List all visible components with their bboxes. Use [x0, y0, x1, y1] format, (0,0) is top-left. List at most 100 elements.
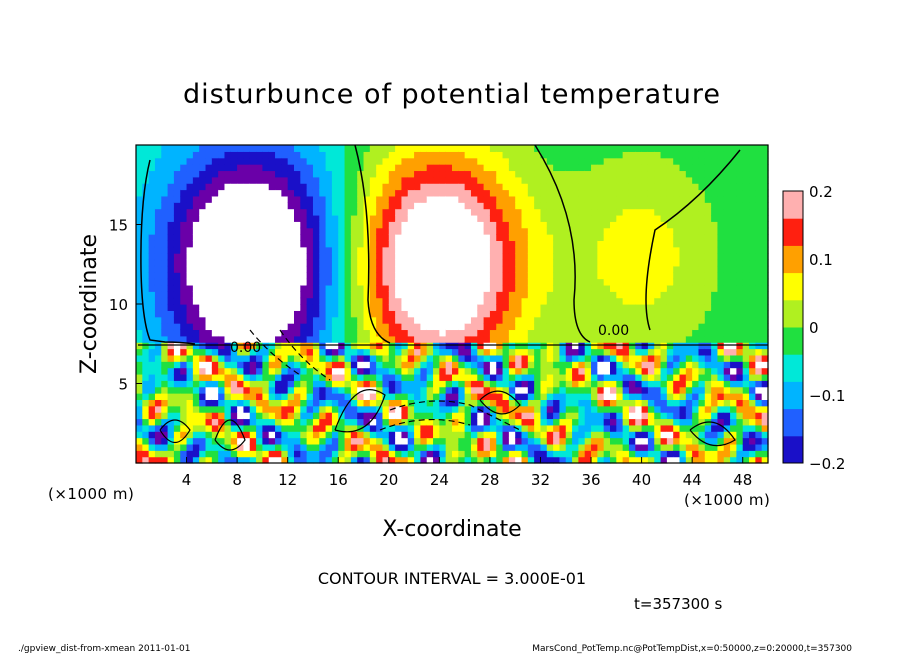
heatmap-cell — [628, 234, 636, 241]
heatmap-cell — [496, 367, 504, 375]
heatmap-cell — [559, 157, 567, 165]
heatmap-cell — [591, 310, 598, 318]
heatmap-cell — [584, 450, 592, 458]
heatmap-cell — [268, 183, 276, 191]
heatmap-cell — [742, 284, 750, 292]
heatmap-cell — [142, 386, 150, 394]
heatmap-cell — [610, 386, 617, 394]
heatmap-cell — [420, 450, 428, 458]
heatmap-cell — [559, 278, 567, 286]
heatmap-cell — [761, 214, 769, 222]
heatmap-cell — [154, 386, 162, 394]
heatmap-cell — [161, 342, 169, 350]
heatmap-cell — [572, 348, 579, 356]
heatmap-cell — [338, 214, 346, 222]
heatmap-cell — [742, 265, 750, 273]
heatmap-cell — [477, 221, 485, 229]
heatmap-cell — [173, 234, 181, 241]
heatmap-cell — [369, 170, 377, 178]
heatmap-cell — [211, 221, 219, 229]
heatmap-cell — [294, 380, 301, 388]
heatmap-cell — [477, 234, 485, 241]
heatmap-cell — [685, 253, 693, 261]
heatmap-cell — [477, 227, 485, 235]
heatmap-cell — [154, 405, 162, 413]
heatmap-cell — [382, 291, 390, 299]
heatmap-cell — [452, 354, 459, 362]
heatmap-cell — [527, 412, 535, 420]
heatmap-cell — [376, 145, 384, 152]
heatmap-cell — [256, 437, 263, 445]
heatmap-cell — [477, 456, 485, 464]
heatmap-cell — [723, 272, 731, 280]
heatmap-cell — [489, 183, 497, 191]
heatmap-cell — [717, 342, 725, 350]
heatmap-cell — [717, 380, 725, 388]
heatmap-cell — [578, 329, 586, 337]
heatmap-cell — [521, 443, 529, 451]
heatmap-cell — [300, 386, 308, 394]
heatmap-cell — [407, 240, 415, 248]
heatmap-cell — [692, 183, 700, 191]
heatmap-cell — [350, 176, 358, 184]
heatmap-cell — [641, 373, 649, 381]
heatmap-cell — [350, 361, 358, 369]
heatmap-cell — [407, 424, 415, 432]
heatmap-cell — [350, 284, 358, 292]
heatmap-cell — [420, 291, 428, 299]
heatmap-cell — [521, 227, 529, 235]
heatmap-cell — [433, 348, 440, 356]
heatmap-cell — [281, 278, 289, 286]
heatmap-cell — [243, 424, 251, 432]
heatmap-cell — [211, 176, 219, 184]
heatmap-cell — [673, 342, 681, 350]
heatmap-cell — [591, 367, 598, 375]
heatmap-cell — [395, 278, 403, 286]
heatmap-cell — [388, 202, 396, 210]
heatmap-cell — [439, 456, 447, 464]
heatmap-cell — [496, 176, 504, 184]
heatmap-cell — [508, 418, 516, 426]
heatmap-cell — [287, 176, 295, 184]
heatmap-cell — [407, 418, 415, 426]
heatmap-cell — [622, 348, 630, 356]
heatmap-cell — [527, 329, 535, 337]
heatmap-cell — [711, 278, 719, 286]
heatmap-cell — [711, 443, 719, 451]
heatmap-cell — [186, 361, 194, 369]
heatmap-cell — [666, 221, 674, 229]
heatmap-cell — [344, 297, 352, 305]
heatmap-cell — [470, 367, 478, 375]
heatmap-cell — [666, 304, 674, 311]
heatmap-cell — [186, 253, 194, 261]
heatmap-cell — [502, 240, 510, 248]
heatmap-cell — [723, 342, 731, 350]
heatmap-cell — [199, 367, 207, 375]
heatmap-cell — [414, 278, 421, 286]
heatmap-cell — [268, 221, 276, 229]
heatmap-cell — [230, 259, 238, 267]
heatmap-cell — [515, 246, 523, 254]
heatmap-cell — [458, 393, 466, 400]
heatmap-cell — [395, 157, 403, 165]
heatmap-cell — [433, 170, 440, 178]
heatmap-cell — [369, 240, 377, 248]
heatmap-cell — [603, 265, 611, 273]
heatmap-cell — [142, 380, 150, 388]
heatmap-cell — [401, 354, 409, 362]
heatmap-cell — [660, 259, 668, 267]
heatmap-cell — [483, 405, 491, 413]
heatmap-cell — [591, 240, 598, 248]
heatmap-cell — [704, 202, 712, 210]
heatmap-cell — [369, 221, 377, 229]
heatmap-cell — [489, 145, 497, 152]
heatmap-cell — [603, 278, 611, 286]
heatmap-cell — [540, 234, 548, 241]
heatmap-cell — [281, 157, 289, 165]
heatmap-cell — [173, 310, 181, 318]
heatmap-cell — [281, 304, 289, 311]
heatmap-cell — [369, 227, 377, 235]
heatmap-cell — [673, 412, 681, 420]
heatmap-cell — [508, 386, 516, 394]
heatmap-cell — [515, 342, 523, 350]
